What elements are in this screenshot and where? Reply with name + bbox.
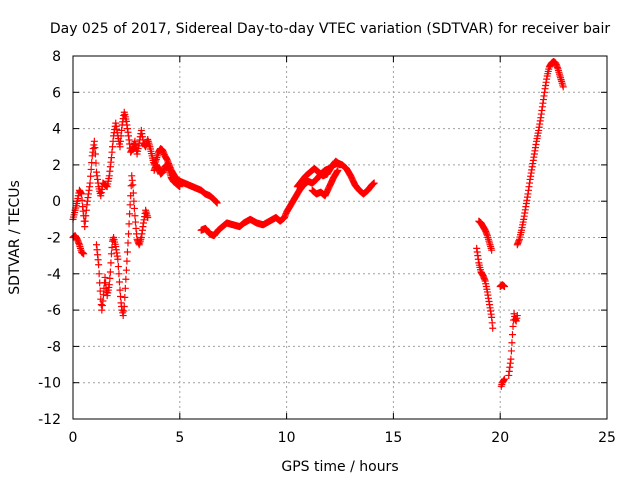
- data-point: [213, 199, 221, 207]
- data-point: [122, 266, 130, 274]
- data-point: [87, 165, 95, 173]
- data-point: [126, 201, 134, 209]
- data-point: [124, 239, 132, 247]
- data-point: [91, 144, 99, 152]
- y-tick-label: 0: [52, 194, 61, 210]
- data-point: [126, 210, 134, 218]
- data-point: [336, 161, 344, 169]
- data-point: [129, 189, 137, 197]
- data-point: [78, 196, 86, 204]
- data-point: [122, 275, 130, 283]
- data-point: [507, 347, 515, 355]
- data-point: [106, 274, 114, 282]
- data-point: [106, 268, 114, 276]
- data-point: [488, 246, 496, 254]
- data-point: [508, 339, 516, 347]
- chart-title: Day 025 of 2017, Sidereal Day-to-day VTE…: [50, 21, 611, 37]
- y-tick-label: -4: [47, 267, 61, 283]
- data-point: [130, 197, 138, 205]
- data-point: [108, 243, 116, 251]
- x-axis-label: GPS time / hours: [281, 459, 398, 475]
- data-point: [114, 263, 122, 271]
- data-point: [509, 322, 517, 330]
- y-tick-label: -2: [47, 231, 61, 247]
- x-tick-label: 5: [175, 430, 184, 446]
- data-point: [121, 284, 129, 292]
- data-point: [334, 166, 342, 174]
- data-point: [95, 270, 103, 278]
- data-point: [513, 312, 521, 320]
- axis-ticks: 0 5 10 15 20 25 -12 -10 -8 -6 -4 -2 0 2 4 6 8: [38, 49, 616, 446]
- data-point: [127, 182, 135, 190]
- y-tick-label: -10: [38, 376, 61, 392]
- data-point: [121, 293, 129, 301]
- data-point: [116, 286, 124, 294]
- x-tick-label: 25: [598, 430, 616, 446]
- data-point: [130, 204, 138, 212]
- data-point: [489, 324, 497, 332]
- data-point: [78, 190, 86, 198]
- grid: [73, 56, 607, 419]
- data-point: [500, 375, 508, 383]
- x-tick-label: 15: [384, 430, 402, 446]
- y-tick-label: 8: [52, 49, 61, 65]
- data-point: [91, 150, 99, 158]
- data-point: [131, 212, 139, 220]
- data-point: [144, 214, 152, 222]
- y-axis-label: SDTVAR / TECUs: [7, 180, 23, 295]
- x-tick-label: 0: [69, 430, 78, 446]
- x-tick-label: 20: [491, 430, 509, 446]
- y-tick-label: 6: [52, 85, 61, 101]
- data-point: [559, 83, 567, 91]
- data-point: [86, 179, 94, 187]
- data-point: [105, 281, 113, 289]
- y-tick-label: 4: [52, 122, 61, 138]
- data-point: [114, 255, 122, 263]
- data-series: [69, 57, 567, 390]
- data-point: [80, 250, 88, 258]
- data-point: [370, 179, 378, 187]
- data-point: [96, 287, 104, 295]
- y-tick-label: 2: [52, 158, 61, 174]
- data-point: [123, 248, 131, 256]
- data-point: [176, 183, 184, 191]
- data-point: [115, 278, 123, 286]
- data-point: [508, 331, 516, 339]
- data-point: [125, 220, 133, 228]
- data-point: [95, 261, 103, 269]
- data-point: [117, 292, 125, 300]
- data-point: [131, 218, 139, 226]
- data-point: [107, 259, 115, 267]
- y-tick-label: -8: [47, 339, 61, 355]
- data-point: [123, 257, 131, 265]
- data-point: [125, 230, 133, 238]
- data-point: [90, 137, 98, 145]
- data-point: [120, 302, 128, 310]
- data-point: [87, 172, 95, 180]
- x-tick-label: 10: [278, 430, 296, 446]
- data-point: [92, 159, 100, 167]
- data-point: [99, 297, 107, 305]
- y-tick-label: -12: [38, 412, 61, 428]
- data-point: [129, 181, 137, 189]
- data-point: [507, 355, 515, 363]
- data-point: [500, 283, 508, 291]
- y-tick-label: -6: [47, 303, 61, 319]
- plot-frame: [72, 55, 608, 420]
- data-point: [107, 250, 115, 258]
- data-point: [115, 270, 123, 278]
